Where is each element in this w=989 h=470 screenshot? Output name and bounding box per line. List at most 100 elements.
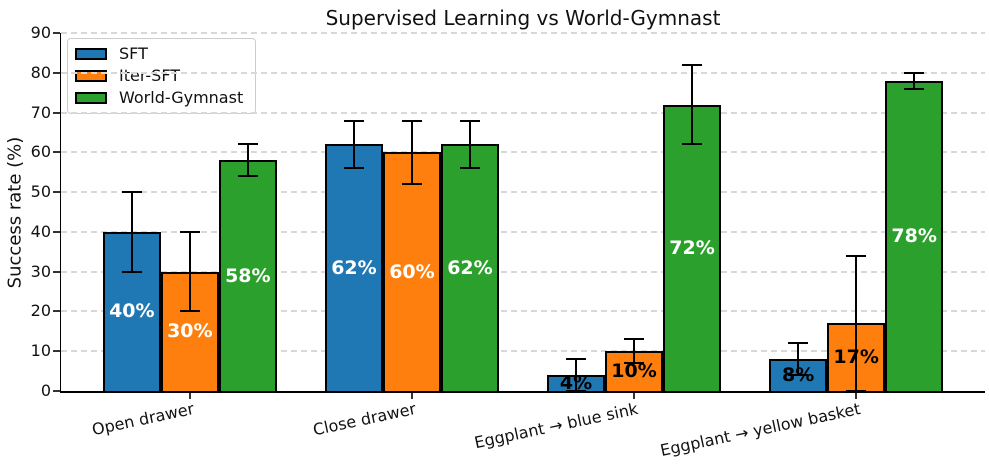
error-bar-cap-top — [121, 191, 142, 194]
y-tick-label-50: 50 — [30, 182, 51, 202]
y-tickmark-30 — [53, 270, 60, 273]
x-tick-label-1: Close drawer — [311, 399, 418, 440]
y-tickmark-0 — [53, 390, 60, 392]
bar-value-label: 72% — [669, 236, 715, 259]
y-tickmark-10 — [53, 350, 60, 353]
error-bar-line — [797, 343, 800, 376]
gridline-y-80 — [61, 71, 985, 74]
y-tickmark-60 — [53, 151, 60, 154]
error-bar-cap-bottom — [179, 310, 200, 313]
error-bar-line — [468, 120, 471, 169]
error-bar-line — [352, 120, 355, 169]
x-tick-label-3: Eggplant → yellow basket — [658, 399, 863, 461]
bar-value-label: 40% — [109, 300, 155, 323]
bar-value-label: 8% — [782, 364, 815, 387]
gridline-y-10 — [61, 350, 985, 353]
x-tickmark-3 — [855, 393, 858, 399]
x-tick-label-0: Open drawer — [90, 399, 196, 440]
error-bar-cap-top — [459, 119, 480, 122]
bar-value-label: 60% — [389, 260, 435, 283]
error-bar-cap-top — [566, 358, 587, 361]
bar-iter-sft-cat2 — [605, 351, 664, 393]
error-bar-line — [130, 192, 133, 272]
gridline-y-20 — [61, 310, 985, 313]
y-axis-spine — [59, 33, 61, 392]
bar-iter-sft-cat1 — [382, 152, 441, 393]
error-bar-cap-top — [846, 254, 867, 257]
x-tickmark-2 — [633, 393, 636, 399]
x-axis-spine — [59, 391, 985, 393]
legend: SFT Iter-SFT World-Gymnast — [67, 38, 257, 114]
error-bar-cap-bottom — [904, 87, 925, 90]
error-bar-cap-top — [788, 342, 809, 345]
gridline-y-40 — [61, 230, 985, 233]
error-bar-cap-top — [624, 338, 645, 341]
bar-value-label: 4% — [559, 372, 593, 395]
error-bar-cap-bottom — [846, 390, 867, 392]
x-tick-label-2: Eggplant → blue sink — [473, 399, 641, 453]
error-bar-cap-bottom — [624, 362, 645, 365]
gridline-y-90 — [61, 32, 985, 34]
bar-value-label: 62% — [331, 256, 377, 279]
y-tickmark-90 — [53, 32, 60, 34]
error-bar-cap-bottom — [121, 270, 142, 273]
error-bar-line — [575, 359, 578, 391]
error-bar-cap-top — [179, 230, 200, 233]
error-bar-cap-bottom — [237, 175, 258, 178]
error-bar-line — [410, 120, 413, 185]
error-bar-cap-top — [343, 119, 364, 122]
gridline-y-60 — [61, 151, 985, 154]
y-tickmark-70 — [53, 111, 60, 114]
y-tick-label-0: 0 — [40, 381, 51, 400]
error-bar-cap-top — [904, 71, 925, 74]
legend-label-iter-sft: Iter-SFT — [119, 66, 181, 85]
error-bar-cap-bottom — [788, 374, 809, 377]
bar-world-gymnast-cat2 — [663, 104, 722, 393]
legend-label-sft: SFT — [119, 44, 148, 63]
y-tick-label-30: 30 — [30, 261, 51, 281]
error-bar-cap-bottom — [682, 143, 703, 146]
error-bar-cap-bottom — [566, 390, 587, 392]
error-bar-line — [855, 255, 858, 391]
error-bar-line — [691, 64, 694, 145]
gridline-y-50 — [61, 191, 985, 194]
bar-value-label: 30% — [167, 320, 213, 343]
y-tickmark-80 — [53, 71, 60, 74]
legend-item-sft: SFT — [75, 45, 243, 63]
bar-value-label: 17% — [833, 346, 879, 369]
y-tick-label-80: 80 — [30, 62, 51, 82]
bar-world-gymnast-cat0 — [218, 160, 277, 393]
error-bar-cap-bottom — [343, 167, 364, 170]
legend-swatch-sft — [75, 48, 107, 60]
bar-value-label: 78% — [891, 224, 937, 247]
y-tick-label-20: 20 — [30, 301, 51, 321]
legend-label-world-gymnast: World-Gymnast — [119, 88, 244, 107]
gridline-y-70 — [61, 111, 985, 114]
bar-value-label: 62% — [447, 256, 493, 279]
legend-item-world-gymnast: World-Gymnast — [75, 89, 243, 107]
chart-title: Supervised Learning vs World-Gymnast — [325, 6, 721, 30]
bar-value-label: 58% — [225, 264, 271, 287]
error-bar-cap-top — [401, 119, 422, 122]
bar-world-gymnast-cat1 — [440, 144, 499, 393]
y-tick-label-10: 10 — [30, 341, 51, 361]
bar-world-gymnast-cat3 — [885, 80, 944, 393]
y-tickmark-20 — [53, 310, 60, 313]
y-tick-label-70: 70 — [30, 102, 51, 122]
y-tickmark-40 — [53, 230, 60, 233]
error-bar-line — [188, 231, 191, 312]
error-bar-cap-top — [682, 63, 703, 66]
y-tickmark-50 — [53, 191, 60, 194]
bar-sft-cat1 — [324, 144, 383, 393]
x-tickmark-1 — [410, 393, 413, 399]
error-bar-line — [246, 144, 249, 177]
error-bar-line — [913, 72, 916, 89]
y-tick-label-40: 40 — [30, 221, 51, 241]
legend-item-iter-sft: Iter-SFT — [75, 67, 243, 85]
gridline-y-30 — [61, 270, 985, 273]
legend-swatch-world-gymnast — [75, 92, 107, 104]
error-bar-cap-bottom — [459, 167, 480, 170]
bar-value-label: 10% — [611, 360, 657, 383]
y-tick-label-60: 60 — [30, 142, 51, 162]
